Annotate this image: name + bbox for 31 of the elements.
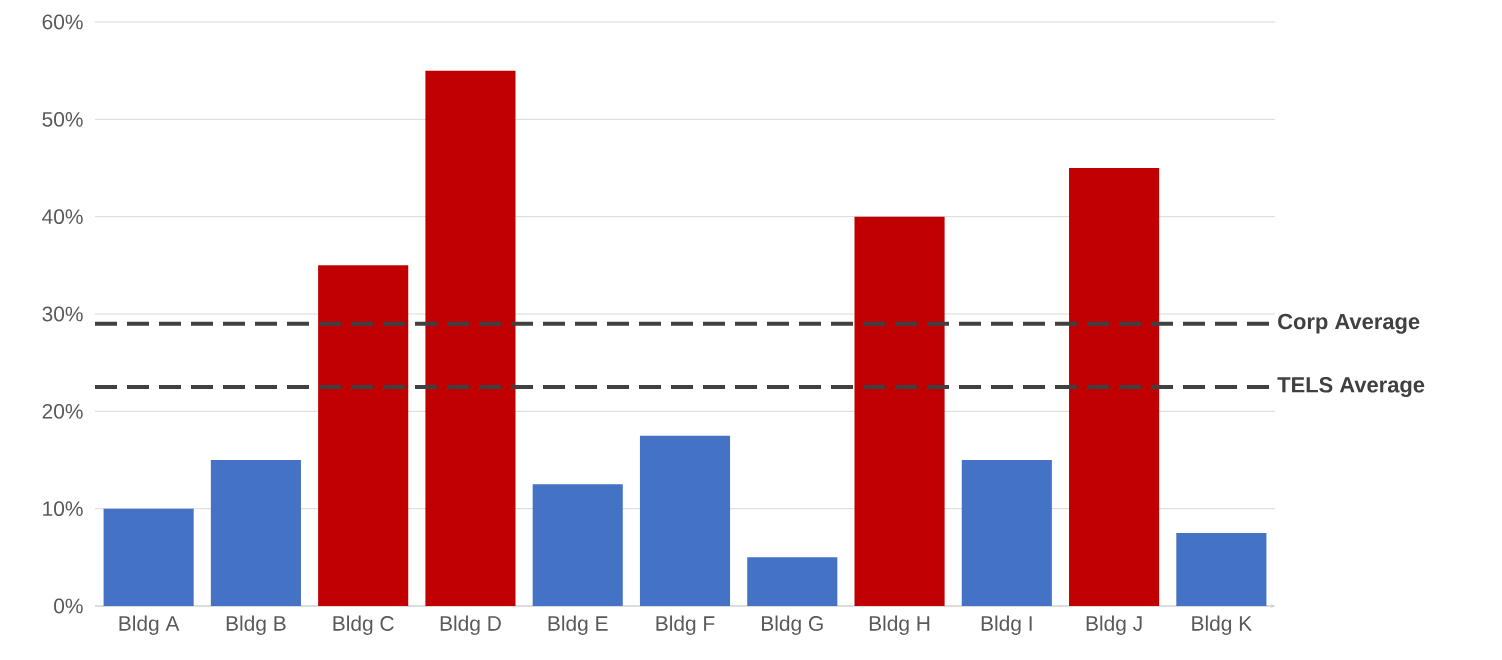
bar [1176, 533, 1267, 606]
y-tick-label: 20% [42, 403, 83, 419]
x-tick-label: Bldg I [981, 615, 1032, 636]
bar [747, 557, 838, 606]
y-tick-label: 0% [54, 598, 83, 614]
bar [532, 484, 623, 606]
x-tick-label: Bldg E [548, 615, 608, 636]
ref-line-label: TELS Average [1277, 377, 1425, 397]
bar [425, 70, 516, 606]
x-tick-label: Bldg D [440, 615, 501, 636]
x-tick-label: Bldg H [869, 615, 930, 636]
bar [961, 460, 1052, 606]
y-tick-label: 50% [42, 111, 83, 127]
y-tick-label: 60% [42, 14, 83, 30]
y-tick-label: 10% [43, 501, 83, 517]
ref-line-label: Corp Average [1278, 313, 1420, 334]
x-tick-label: Bldg F [656, 615, 715, 636]
y-tick-label: 30% [42, 306, 83, 322]
x-tick-label: Bldg G [762, 615, 823, 636]
bar [639, 435, 731, 606]
bar [854, 216, 945, 606]
bar [103, 508, 194, 606]
x-tick-label: Bldg A [119, 615, 180, 636]
x-tick-label: Bldg C [333, 615, 394, 636]
y-tick-label: 40% [42, 209, 83, 225]
x-tick-label: Bldg J [1086, 615, 1142, 636]
x-tick-label: Bldg K [1192, 615, 1252, 636]
bar [318, 265, 409, 606]
x-tick-label: Bldg B [226, 615, 286, 636]
bar [1069, 168, 1160, 606]
bar [210, 460, 301, 606]
